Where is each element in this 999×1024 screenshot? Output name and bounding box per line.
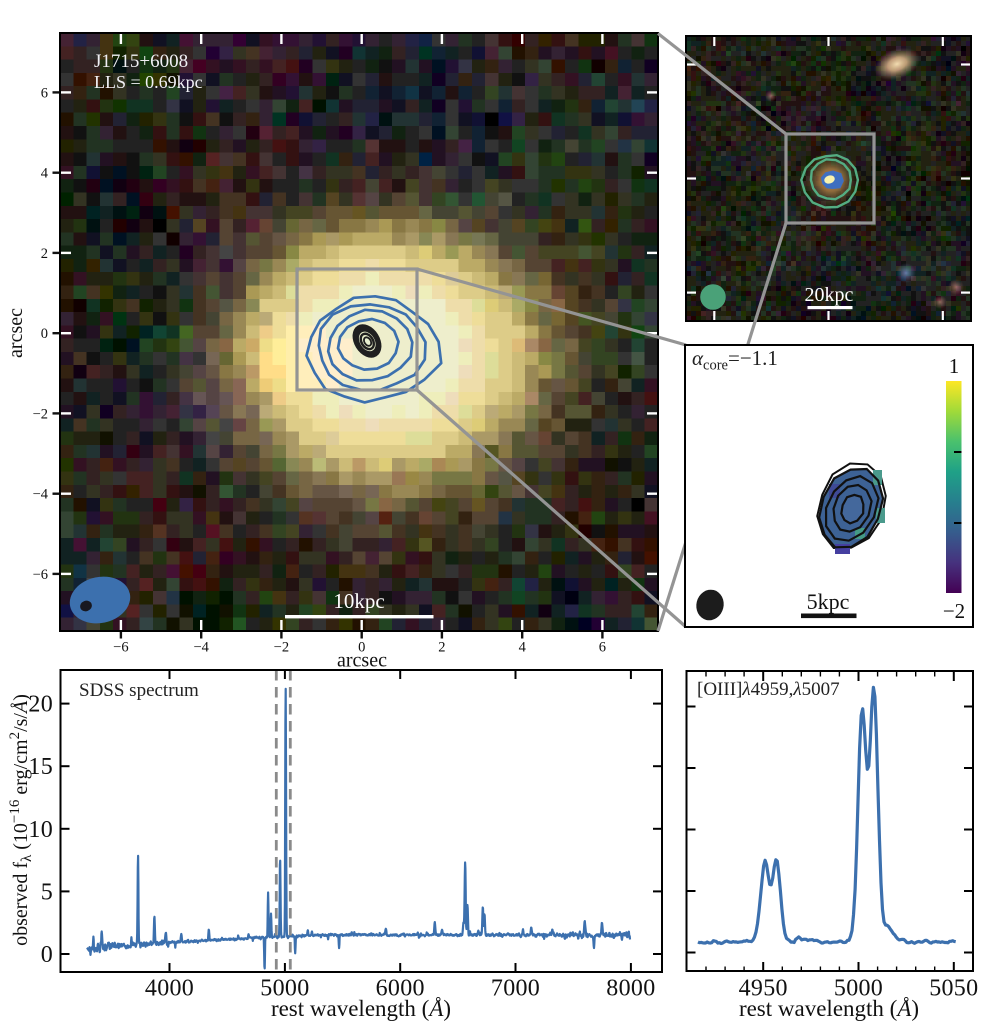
svg-text:−6: −6 [33,567,48,583]
svg-text:2: 2 [41,246,48,262]
svg-text:−4: −4 [33,487,49,503]
svg-text:4: 4 [519,640,527,656]
svg-text:6: 6 [599,640,606,656]
svg-text:J1715+6008: J1715+6008 [94,51,188,72]
svg-text:0: 0 [41,326,48,342]
svg-text:6: 6 [41,85,48,101]
svg-text:−2: −2 [274,640,289,656]
svg-text:arcsec: arcsec [5,308,27,358]
svg-text:0: 0 [358,640,365,656]
svg-text:−4: −4 [193,640,209,656]
svg-text:LLS = 0.69kpc: LLS = 0.69kpc [94,72,203,92]
svg-text:arcsec: arcsec [337,650,387,672]
svg-text:2: 2 [438,640,445,656]
svg-text:−2: −2 [33,406,48,422]
svg-text:4: 4 [41,166,49,182]
svg-text:10kpc: 10kpc [333,589,384,613]
svg-text:−6: −6 [113,640,128,656]
